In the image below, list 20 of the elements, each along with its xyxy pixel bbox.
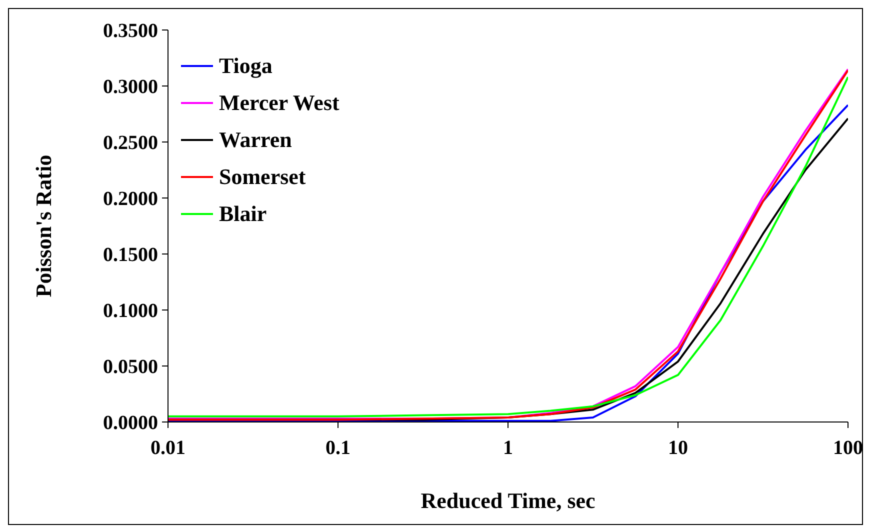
y-tick-label: 0.2000	[103, 188, 158, 210]
y-tick-label: 0.0000	[103, 412, 158, 434]
x-tick-label: 10	[668, 437, 688, 460]
x-tick-label: 1	[503, 437, 513, 460]
legend-label: Blair	[219, 200, 267, 228]
legend-label: Tioga	[219, 52, 272, 80]
x-axis-title: Reduced Time, sec	[420, 488, 596, 513]
x-tick-label: 0.1	[326, 437, 350, 460]
legend-label: Somerset	[219, 163, 306, 191]
legend-label: Warren	[219, 126, 292, 154]
y-tick-label: 0.1500	[103, 244, 158, 266]
y-tick-label: 0.2500	[103, 132, 158, 154]
x-tick-label: 100	[833, 437, 863, 460]
y-axis-title: Poisson's Ratio	[30, 154, 56, 298]
legend-label: Mercer West	[219, 89, 340, 117]
y-tick-label: 0.3000	[103, 76, 158, 98]
y-tick-label: 0.3500	[103, 20, 158, 42]
y-tick-label: 0.1000	[103, 300, 158, 322]
x-tick-label: 0.01	[150, 437, 186, 460]
y-tick-label: 0.0500	[103, 356, 158, 378]
